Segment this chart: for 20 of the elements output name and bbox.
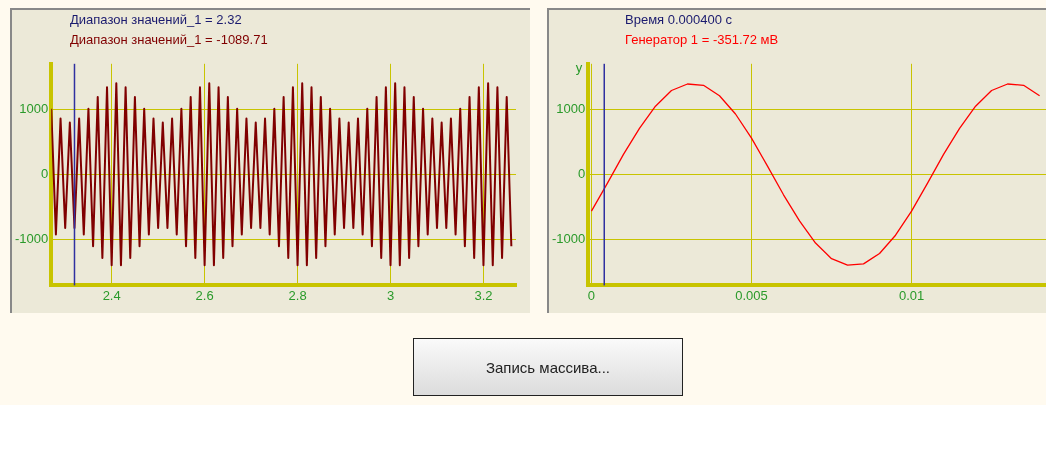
x-tick-label: 0 [587, 287, 596, 303]
y-tick-label: -1000 [15, 231, 49, 247]
x-tick-label: 2.8 [288, 287, 307, 303]
chart-subtitle: Диапазон значений_1 = -1089.71 [70, 32, 268, 47]
x-tick-label: 0.01 [898, 287, 925, 303]
x-tick-label: 3 [386, 287, 395, 303]
chart-subtitle: Генератор 1 = -351.72 мВ [625, 32, 779, 47]
x-tick-label: 2.4 [102, 287, 121, 303]
y-tick-label: 0 [41, 166, 49, 182]
x-tick-label: 3.2 [474, 287, 493, 303]
x-tick-label: 0.005 [735, 287, 768, 303]
y-tick-label: 1000 [19, 101, 49, 116]
button: Запись массива... [413, 338, 683, 396]
y-tick-label: -1000 [552, 231, 586, 247]
y-axis-title: y [575, 59, 583, 75]
chart-title: Диапазон значений_1 = 2.32 [70, 12, 242, 27]
chart-title: Время 0.000400 с [625, 12, 733, 27]
x-tick-label: 2.6 [195, 287, 214, 303]
y-tick-label: 1000 [556, 101, 586, 116]
y-tick-label: 0 [578, 166, 586, 182]
